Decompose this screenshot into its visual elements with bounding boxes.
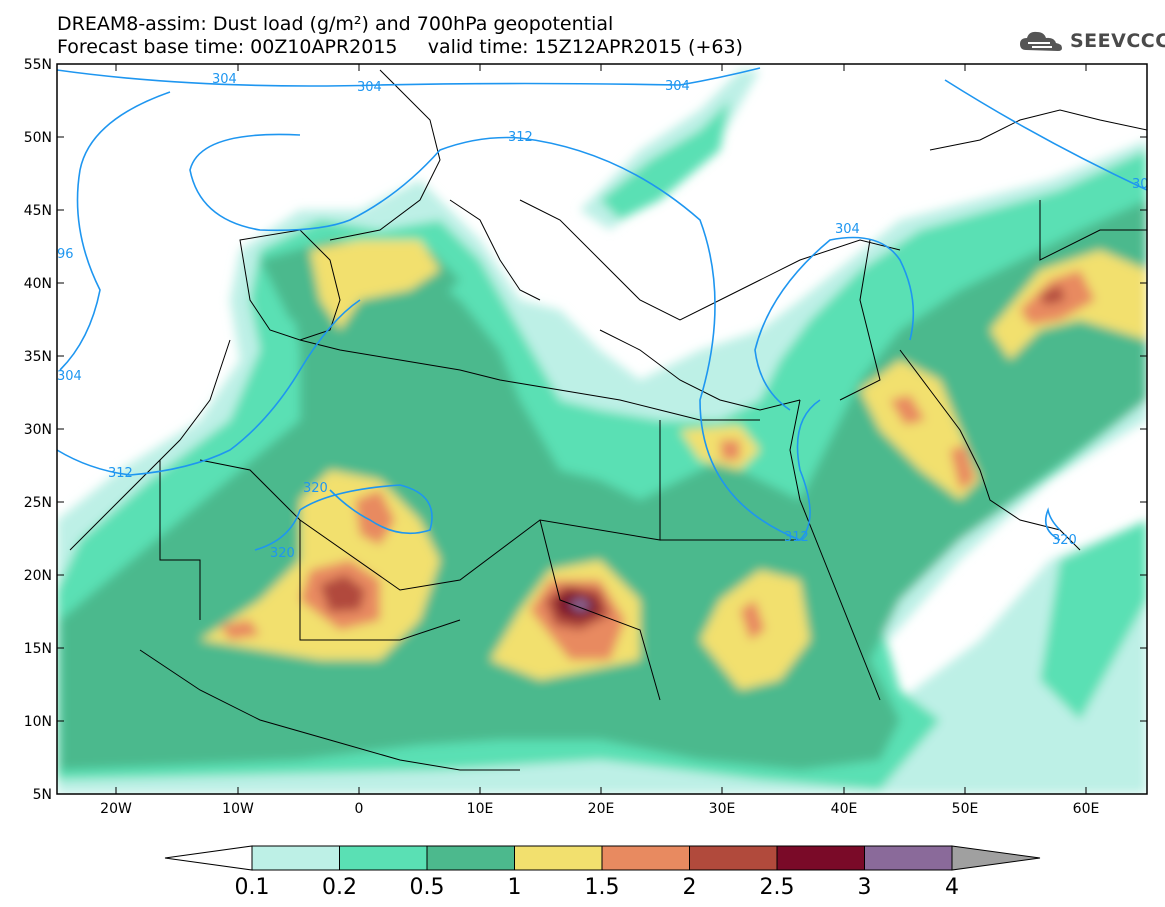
svg-text:55N: 55N [24,57,52,73]
svg-text:45N: 45N [24,203,52,219]
svg-text:304: 304 [835,222,860,237]
svg-text:20E: 20E [588,801,615,817]
colorbar-upper-arrow [951,845,1041,871]
dust-field [57,70,1147,794]
svg-text:0: 0 [355,801,364,817]
colorbar-label: 0.1 [235,875,270,900]
colorbar-swatch [427,846,515,870]
svg-text:40N: 40N [24,276,52,292]
svg-text:30N: 30N [24,422,52,438]
svg-text:50E: 50E [952,801,979,817]
map-title: DREAM8-assim: Dust load (g/m²) and 700hP… [57,13,614,35]
colorbar-label: 0.5 [410,875,445,900]
colorbar-label: 0.2 [322,875,357,900]
colorbar-label: 2.5 [760,875,795,900]
svg-text:320: 320 [303,481,328,496]
colorbar-swatch [689,846,777,870]
svg-text:320: 320 [1052,533,1077,548]
svg-text:15N: 15N [24,641,52,657]
svg-text:312: 312 [108,466,133,481]
svg-text:40E: 40E [831,801,858,817]
colorbar-swatch [602,846,690,870]
colorbar-label: 1 [508,875,522,900]
svg-text:304: 304 [212,72,237,87]
x-tick-labels: 20W 10W 0 10E 20E 30E 40E 50E 60E [100,801,1099,817]
x-ticks [115,64,1087,794]
svg-text:304: 304 [357,80,382,95]
colorbar-label: 4 [945,875,959,900]
seevccc-logo: SEEVCCC [1018,27,1165,55]
contour-labels: 304 304 312 30 304 96 304 312 320 320 30… [57,72,1149,561]
svg-text:10W: 10W [222,801,254,817]
colorbar: 0.1 0.2 0.5 1 1.5 2 2.5 3 4 [164,845,1041,900]
colorbar-label: 2 [683,875,697,900]
svg-text:312: 312 [508,130,533,145]
colorbar-swatch [252,846,340,870]
colorbar-swatch [514,846,602,870]
cloud-logo-icon [1020,31,1062,51]
svg-text:20N: 20N [24,568,52,584]
svg-text:25N: 25N [24,495,52,511]
svg-text:312: 312 [784,530,809,545]
svg-text:10E: 10E [467,801,494,817]
svg-text:304: 304 [665,79,690,94]
coastlines [69,69,1147,771]
geopotential-contours [57,67,1147,551]
svg-text:50N: 50N [24,130,52,146]
svg-text:96: 96 [57,247,74,262]
svg-text:20W: 20W [100,801,132,817]
map-subtitle: Forecast base time: 00Z10APR2015 valid t… [57,36,743,58]
svg-text:320: 320 [270,546,295,561]
colorbar-swatch [777,846,865,870]
colorbar-lower-arrow [164,845,253,871]
y-tick-labels: 55N 50N 45N 40N 35N 30N 25N 20N 15N 10N … [24,57,52,803]
svg-text:60E: 60E [1073,801,1100,817]
svg-text:304: 304 [57,369,82,384]
svg-text:30: 30 [1132,177,1149,192]
svg-text:10N: 10N [24,714,52,730]
y-ticks [57,63,1147,795]
svg-text:30E: 30E [709,801,736,817]
colorbar-swatch [339,846,427,870]
colorbar-swatch [864,846,952,870]
colorbar-label: 3 [858,875,872,900]
logo-text: SEEVCCC [1070,30,1165,52]
svg-text:5N: 5N [33,787,52,803]
svg-text:35N: 35N [24,349,52,365]
colorbar-label: 1.5 [585,875,620,900]
